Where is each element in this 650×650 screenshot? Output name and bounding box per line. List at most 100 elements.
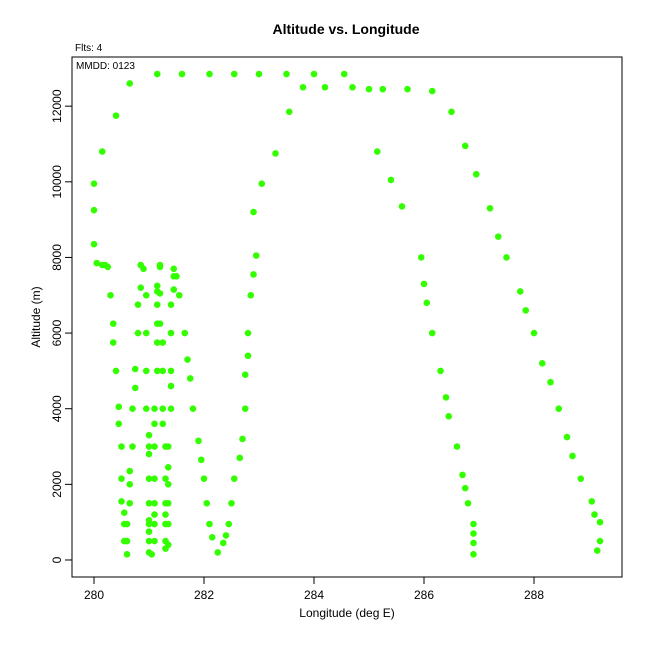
y-tick-label: 8000 xyxy=(50,244,64,271)
data-point xyxy=(142,329,150,337)
data-point xyxy=(470,539,477,547)
data-point xyxy=(596,537,604,545)
data-point xyxy=(164,443,172,450)
data-point xyxy=(107,291,114,299)
data-point xyxy=(197,456,205,464)
data-point xyxy=(159,405,167,413)
data-point xyxy=(126,499,134,507)
data-point xyxy=(151,475,158,482)
data-point xyxy=(129,443,136,450)
data-point xyxy=(206,520,213,528)
data-point xyxy=(153,301,161,309)
data-point xyxy=(140,265,147,273)
data-point xyxy=(145,431,153,439)
data-point xyxy=(591,511,598,518)
data-point xyxy=(340,70,348,78)
data-point xyxy=(321,83,329,91)
data-point xyxy=(208,533,216,541)
data-point xyxy=(170,273,178,280)
data-point xyxy=(250,271,257,278)
data-point xyxy=(365,85,373,93)
data-point xyxy=(203,499,211,507)
data-point xyxy=(134,301,142,309)
data-point xyxy=(398,203,406,210)
data-point xyxy=(522,307,530,314)
data-point xyxy=(164,499,172,507)
data-point xyxy=(151,520,158,528)
data-point xyxy=(175,291,183,299)
data-point xyxy=(563,433,571,441)
data-point xyxy=(164,541,172,549)
y-tick-label: 2000 xyxy=(50,471,64,498)
data-point xyxy=(417,254,425,261)
data-point xyxy=(349,83,356,91)
x-axis-label: Longitude (deg E) xyxy=(299,606,394,620)
data-point xyxy=(244,352,252,360)
data-point xyxy=(569,452,576,460)
data-point xyxy=(142,367,150,375)
data-point xyxy=(159,420,167,428)
y-tick-label: 12000 xyxy=(50,89,64,123)
data-point xyxy=(236,454,244,462)
data-point xyxy=(470,520,477,528)
data-point xyxy=(151,420,158,428)
data-point xyxy=(164,520,172,528)
data-point xyxy=(167,301,175,309)
data-point xyxy=(420,280,428,288)
data-point xyxy=(184,356,191,363)
data-point xyxy=(588,498,596,505)
data-point xyxy=(162,475,169,482)
flights-annotation: Flts: 4 xyxy=(75,43,103,54)
data-point xyxy=(219,539,227,547)
data-point xyxy=(195,437,202,445)
data-point xyxy=(115,403,123,411)
data-point xyxy=(126,80,134,87)
data-point xyxy=(118,498,125,505)
data-point xyxy=(145,475,153,482)
data-point xyxy=(272,150,279,157)
data-point xyxy=(151,443,158,450)
data-point xyxy=(299,83,307,91)
chart-title: Altitude vs. Longitude xyxy=(273,21,420,37)
data-point xyxy=(115,420,123,428)
data-point xyxy=(373,148,381,155)
data-point xyxy=(285,108,293,116)
data-point xyxy=(178,70,186,78)
data-point xyxy=(129,405,136,413)
data-point xyxy=(123,520,131,528)
data-point xyxy=(170,286,178,293)
data-point xyxy=(90,206,98,214)
data-point xyxy=(593,547,601,554)
data-points xyxy=(90,70,604,558)
data-point xyxy=(486,204,494,212)
plot-frame xyxy=(71,56,623,578)
data-point xyxy=(596,518,604,526)
data-point xyxy=(186,375,194,382)
data-point xyxy=(109,320,117,327)
data-point xyxy=(258,180,266,187)
data-point xyxy=(577,475,585,482)
data-point xyxy=(555,405,563,413)
data-point xyxy=(167,382,175,390)
data-point xyxy=(126,467,134,475)
data-point xyxy=(189,405,197,413)
data-point xyxy=(503,254,510,261)
x-tick-label: 280 xyxy=(84,588,104,602)
data-point xyxy=(252,252,260,259)
data-point xyxy=(120,509,128,517)
data-point xyxy=(162,511,169,518)
data-point xyxy=(151,537,158,545)
data-point xyxy=(167,367,175,375)
data-point xyxy=(145,520,153,528)
data-point xyxy=(153,339,161,346)
x-axis: 280 282 284 286 288 xyxy=(84,576,544,602)
y-tick-label: 10000 xyxy=(50,165,64,199)
data-point xyxy=(214,549,222,556)
data-point xyxy=(181,329,189,337)
data-point xyxy=(445,412,453,420)
data-point xyxy=(151,511,158,518)
data-point xyxy=(93,259,101,267)
data-point xyxy=(156,290,164,297)
data-point xyxy=(247,291,255,299)
